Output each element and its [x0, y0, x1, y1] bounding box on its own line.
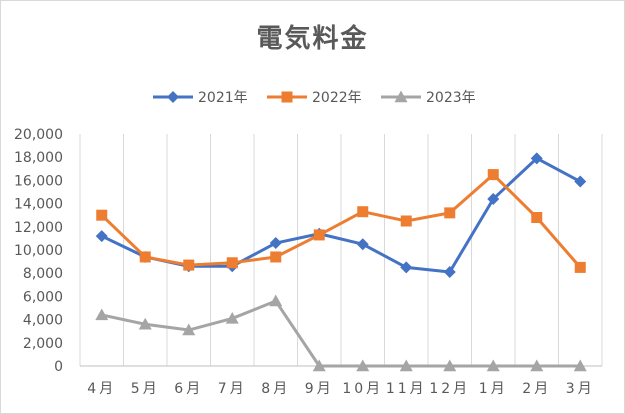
- data-point-series-2: [400, 215, 412, 227]
- data-point-series-2: [226, 257, 238, 269]
- series-line-2: [100, 173, 582, 269]
- x-tick-label: 8月: [261, 381, 290, 397]
- data-point-series-2: [531, 212, 543, 224]
- data-point-series-2: [139, 251, 151, 263]
- x-tick-label: 4月: [87, 381, 116, 397]
- x-tick-label: 7月: [218, 381, 247, 397]
- y-tick-label: 20,000: [14, 127, 63, 143]
- data-point-series-1: [356, 238, 369, 251]
- data-point-series-1: [443, 266, 456, 279]
- data-point-series-2: [357, 206, 369, 218]
- y-tick-label: 6,000: [23, 289, 63, 305]
- data-point-series-3: [138, 317, 152, 330]
- legend-marker: [167, 91, 179, 103]
- data-point-series-3: [356, 359, 370, 372]
- data-point-series-3: [269, 294, 283, 307]
- data-point-series-2: [270, 251, 282, 263]
- data-point-series-2: [96, 209, 108, 221]
- series-line-3: [101, 299, 581, 368]
- data-point-series-1: [530, 152, 543, 165]
- y-tick-label: 4,000: [23, 313, 63, 329]
- data-point-series-1: [269, 237, 282, 250]
- data-point-series-3: [530, 359, 544, 372]
- data-point-series-2: [313, 229, 325, 241]
- data-point-series-2: [183, 259, 195, 271]
- legend-marker: [281, 91, 293, 103]
- x-tick-label: 5月: [131, 381, 160, 397]
- x-tick-label: 10月: [342, 381, 383, 397]
- y-tick-label: 8,000: [23, 266, 63, 282]
- x-tick-label: 3月: [566, 381, 595, 397]
- data-point-series-3: [399, 359, 413, 372]
- y-tick-label: 18,000: [14, 150, 63, 166]
- data-point-series-3: [312, 359, 326, 372]
- data-point-series-3: [95, 308, 109, 321]
- data-point-series-2: [444, 207, 456, 219]
- y-tick-label: 10,000: [14, 243, 63, 259]
- data-point-series-3: [486, 359, 500, 372]
- data-point-series-1: [487, 192, 500, 205]
- data-point-series-2: [487, 169, 499, 181]
- data-point-series-3: [573, 359, 587, 372]
- x-tick-label: 2月: [522, 381, 551, 397]
- x-tick-label: 1月: [479, 381, 508, 397]
- data-point-series-3: [225, 311, 239, 324]
- y-tick-label: 16,000: [14, 173, 63, 189]
- data-point-series-3: [182, 323, 196, 336]
- legend-label: 2023年: [426, 90, 476, 106]
- x-tick-label: 9月: [305, 381, 334, 397]
- y-tick-label: 14,000: [14, 197, 63, 213]
- x-tick-label: 12月: [429, 381, 470, 397]
- y-tick-label: 12,000: [14, 220, 63, 236]
- chart-title: 電気料金: [256, 24, 369, 54]
- legend-label: 2022年: [312, 90, 362, 106]
- x-tick-label: 6月: [174, 381, 203, 397]
- y-tick-label: 2,000: [23, 336, 63, 352]
- legend-marker: [394, 90, 408, 103]
- legend-label: 2021年: [198, 90, 248, 106]
- data-point-series-1: [95, 230, 108, 243]
- data-point-series-2: [574, 261, 586, 273]
- x-tick-label: 11月: [386, 381, 427, 397]
- data-point-series-1: [400, 261, 413, 274]
- data-point-series-3: [443, 359, 457, 372]
- y-tick-label: 0: [54, 359, 63, 375]
- data-point-series-1: [574, 175, 587, 188]
